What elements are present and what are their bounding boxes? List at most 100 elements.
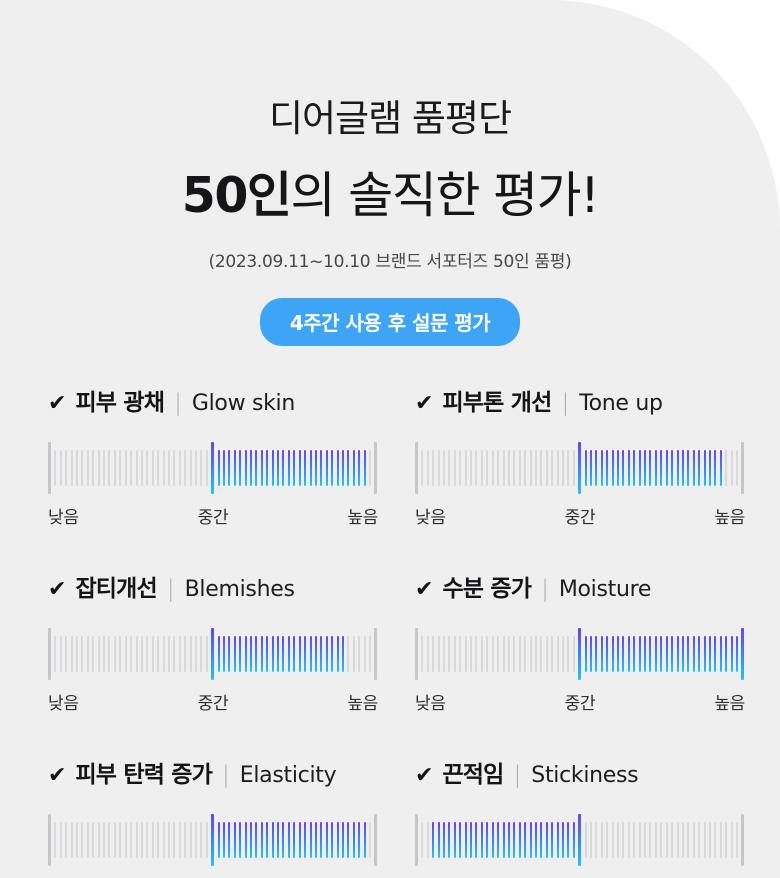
scale-tick	[352, 636, 355, 672]
scale-tick	[277, 450, 280, 486]
scale-tick	[325, 636, 328, 672]
scale-tick	[374, 442, 378, 494]
scale-tick	[151, 822, 154, 858]
scale-tick	[228, 450, 231, 486]
scale-tick	[282, 822, 285, 858]
scale-tick	[432, 450, 435, 486]
scale-tick	[124, 450, 127, 486]
scale-tick	[687, 822, 690, 858]
scale-tick	[551, 636, 554, 672]
scale-tick	[649, 636, 652, 672]
scale-tick	[600, 636, 603, 672]
scale-tick	[217, 822, 220, 858]
check-icon: ✔	[415, 763, 434, 788]
scale-tick	[135, 450, 138, 486]
metric-english-label: Glow skin	[191, 391, 296, 416]
scale-tick	[529, 822, 532, 858]
scale-tick	[443, 822, 446, 858]
scale-tick	[692, 450, 695, 486]
scale-tick	[255, 450, 258, 486]
scale-tick	[124, 636, 127, 672]
scale-tick	[184, 636, 187, 672]
scale-tick	[529, 636, 532, 672]
scale-tick	[309, 822, 312, 858]
scale-tick	[140, 636, 143, 672]
scale-tick	[320, 822, 323, 858]
scale-tick	[611, 450, 614, 486]
scale-tick	[486, 822, 489, 858]
scale-tick	[687, 450, 690, 486]
scale-tick	[374, 628, 378, 680]
scale-tick	[491, 636, 494, 672]
scale-tick	[638, 822, 641, 858]
scale-tick	[719, 450, 722, 486]
scale-tick	[595, 822, 598, 858]
scale-tick	[590, 450, 592, 486]
scale-tick	[475, 450, 478, 486]
scale-tick	[464, 450, 467, 486]
scale-tick	[611, 822, 614, 858]
scale-tick	[59, 822, 62, 858]
scale-tick	[741, 628, 745, 680]
scale-tick	[48, 442, 51, 494]
scale-tick	[146, 822, 149, 858]
scale-tick	[480, 450, 483, 486]
metric-english-label: Stickiness	[531, 763, 639, 788]
scale-tick	[649, 822, 652, 858]
scale-tick	[287, 636, 290, 672]
scale-tick	[314, 450, 317, 486]
rating-scale	[48, 628, 378, 680]
scale-tick	[217, 450, 220, 486]
scale-tick	[480, 822, 483, 858]
scale-tick	[540, 636, 543, 672]
scale-tick	[200, 450, 203, 486]
scale-tick	[48, 814, 51, 866]
scale-tick	[97, 822, 100, 858]
scale-tick	[545, 450, 548, 486]
scale-tick	[671, 450, 674, 486]
scale-label-high: 높음	[347, 508, 378, 528]
scale-tick	[228, 636, 231, 672]
metric-korean-label: 피부 광채	[75, 390, 165, 416]
scale-tick	[578, 442, 582, 494]
scale-tick	[725, 450, 728, 486]
scale-tick	[244, 450, 247, 486]
scale-tick	[600, 450, 603, 486]
scale-tick	[426, 636, 429, 672]
scale-tick	[415, 442, 418, 494]
scale-tick	[331, 450, 334, 486]
scale-tick	[76, 636, 79, 672]
scale-tick	[194, 636, 197, 672]
scale-tick	[205, 636, 208, 672]
scale-tick	[233, 822, 236, 858]
scale-label-low: 낮음	[48, 694, 79, 714]
scale-tick	[358, 822, 361, 858]
scale-tick	[162, 822, 165, 858]
scale-tick	[735, 450, 738, 486]
scale-labels: 낮음 중간 높음	[415, 689, 745, 714]
scale-tick	[65, 636, 68, 672]
divider: |	[174, 390, 182, 416]
scale-tick	[475, 822, 478, 858]
scale-tick	[255, 636, 258, 672]
scale-tick	[638, 636, 641, 672]
metric-english-label: Blemishes	[184, 577, 295, 602]
scale-tick	[108, 822, 111, 858]
scale-tick	[584, 822, 587, 858]
scale-tick	[266, 822, 269, 858]
scale-tick	[448, 636, 451, 672]
scale-tick	[534, 450, 537, 486]
scale-tick	[606, 822, 609, 858]
scale-tick	[633, 822, 636, 858]
scale-tick	[665, 636, 668, 672]
metric-card: ✔ 피부 광채 | Glow skin 낮음 중간 높음	[48, 383, 378, 528]
scale-tick	[480, 636, 483, 672]
scale-tick	[178, 450, 181, 486]
check-icon: ✔	[48, 577, 67, 602]
headline: 50인의 솔직한 평가!	[0, 156, 780, 227]
scale-tick	[293, 636, 296, 672]
scale-tick	[162, 450, 165, 486]
scale-tick	[453, 636, 456, 672]
rating-scale	[48, 442, 378, 494]
scale-tick	[719, 822, 722, 858]
